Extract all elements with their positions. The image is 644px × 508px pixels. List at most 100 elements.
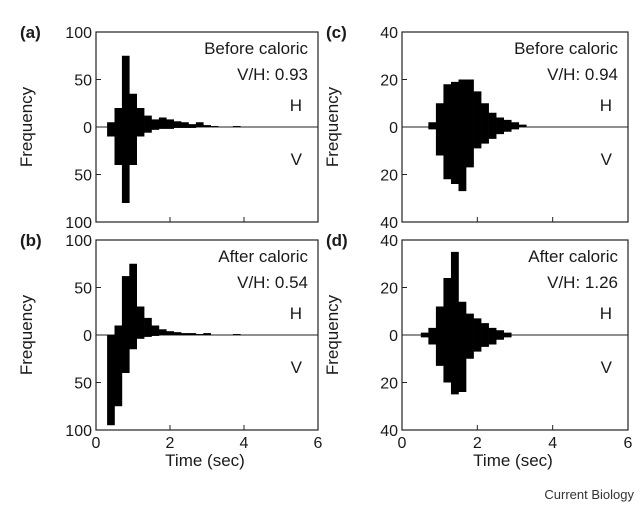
panel-c-bar-h xyxy=(458,79,467,127)
panel-d-bar-v xyxy=(503,335,512,338)
panel-a-v-label: V xyxy=(291,150,303,169)
panel-a-bar-h xyxy=(203,125,211,127)
panel-a-bar-v xyxy=(151,127,160,130)
panel-d-x-tick-label: 4 xyxy=(548,435,557,452)
panel-d-y-tick-label: 40 xyxy=(380,233,398,250)
panel-b-x-tick-label: 6 xyxy=(314,435,323,452)
panel-c-y-tick-label: 20 xyxy=(380,168,398,185)
panel-b-bar-h xyxy=(166,331,174,335)
panel-a-bar-v xyxy=(121,127,130,203)
panel-a-bar-h xyxy=(151,119,160,127)
panel-d-bar-v xyxy=(496,335,504,340)
panel-b-bar-h xyxy=(129,263,137,335)
panel-b-x-tick-label: 0 xyxy=(92,435,101,452)
panel-c-y-axis-label: Frequency xyxy=(323,86,342,167)
panel-d-bar-h xyxy=(428,327,437,335)
panel-b-bar-v xyxy=(114,335,123,407)
panel-c-v-label: V xyxy=(601,150,613,169)
panel-b-y-tick-label: 100 xyxy=(65,423,92,440)
panel-d-y-tick-label: 0 xyxy=(389,328,398,345)
panel-c-ratio-label: V/H: 0.94 xyxy=(547,65,618,84)
panel-d-y-tick-label: 40 xyxy=(380,423,398,440)
panel-a-bar-v xyxy=(173,127,182,128)
panel-b-bar-h xyxy=(158,329,167,335)
panel-b-condition-label: After caloric xyxy=(218,247,308,266)
panel-a-y-tick-label: 50 xyxy=(74,168,92,185)
credit-label: Current Biology xyxy=(544,487,634,502)
panel-d-v-label: V xyxy=(601,358,613,377)
panel-b-bar-h xyxy=(121,276,130,335)
panel-a-ratio-label: V/H: 0.93 xyxy=(237,65,308,84)
panel-c-bar-h xyxy=(435,103,444,127)
panel-d-x-tick-label: 0 xyxy=(398,435,407,452)
panel-d-y-axis-label: Frequency xyxy=(323,294,342,375)
panel-a-bar-v xyxy=(114,127,123,165)
panel-c-bar-v xyxy=(503,127,512,132)
panel-b-bar-v xyxy=(151,335,160,336)
panel-d-bar-h xyxy=(488,327,497,335)
panel-d-bar-h xyxy=(450,251,459,335)
panel-d-bar-h xyxy=(503,332,512,335)
panel-c-bar-h xyxy=(503,119,512,127)
panel-a-bar-v xyxy=(144,127,152,133)
panel-a-bar-h xyxy=(114,108,123,127)
panel-d-x-tick-label: 6 xyxy=(624,435,633,452)
panel-a-bar-v xyxy=(158,127,167,129)
panel-b-y-tick-label: 50 xyxy=(74,376,92,393)
panel-d-bar-v xyxy=(420,335,429,338)
panel-a-bar-h xyxy=(136,108,145,127)
panel-a-bar-h xyxy=(129,93,137,127)
panel-a-bar-v xyxy=(129,127,137,165)
panel-d-bar-h xyxy=(443,278,452,335)
panel-d-bar-h xyxy=(466,313,474,335)
panel-b-bar-h xyxy=(188,333,197,335)
panel-c-bar-h xyxy=(443,84,452,127)
panel-b-ratio-label: V/H: 0.54 xyxy=(237,273,308,292)
panel-d-bar-h xyxy=(481,323,489,335)
panel-a-condition-label: Before caloric xyxy=(204,39,308,58)
panel-b-x-axis-label: Time (sec) xyxy=(165,451,245,470)
panel-c-bar-v xyxy=(443,127,452,180)
panel-c-bar-v xyxy=(488,127,497,139)
panel-b-y-tick-label: 50 xyxy=(74,281,92,298)
panel-c-bar-h xyxy=(511,122,520,127)
panel-a-letter: (a) xyxy=(20,23,41,42)
panel-a-y-axis-label: Frequency xyxy=(17,86,36,167)
panel-b-bar-h xyxy=(136,306,145,335)
panel-b-letter: (b) xyxy=(20,231,42,250)
panel-c-bar-h xyxy=(450,81,459,127)
panel-d-bar-v xyxy=(466,335,474,359)
panel-d-condition-label: After caloric xyxy=(528,247,618,266)
panel-d-x-tick-label: 2 xyxy=(473,435,482,452)
panel-c-bar-h xyxy=(481,103,489,127)
panel-a-bar-h xyxy=(195,122,204,127)
panel-d-bar-v xyxy=(473,335,482,352)
panel-d-letter: (d) xyxy=(326,231,348,250)
panel-a-y-tick-label: 50 xyxy=(74,73,92,90)
panel-b-x-tick-label: 2 xyxy=(166,435,175,452)
panel-b-bar-v xyxy=(107,335,115,426)
panel-a-bar-h xyxy=(210,126,219,127)
panel-b-bar-v xyxy=(144,335,152,337)
panel-d-x-axis-label: Time (sec) xyxy=(473,451,553,470)
panel-c-bar-v xyxy=(473,127,482,149)
panel-c-bar-v xyxy=(481,127,489,144)
panel-a-bar-h xyxy=(144,115,152,127)
panel-c-bar-v xyxy=(428,127,437,130)
panel-d-bar-h xyxy=(473,318,482,335)
panel-d-y-tick-label: 20 xyxy=(380,281,398,298)
panel-b-v-label: V xyxy=(291,358,303,377)
panel-c-bar-h xyxy=(473,91,482,127)
panel-a-bar-h xyxy=(181,122,189,127)
panel-a-bar-h xyxy=(158,117,167,127)
panel-c-bar-h xyxy=(496,117,504,127)
panel-c-bar-v xyxy=(435,127,444,156)
panel-c-bar-v xyxy=(496,127,504,135)
panel-d-y-tick-label: 20 xyxy=(380,376,398,393)
panel-c-bar-v xyxy=(458,127,467,192)
panel-b-bar-v xyxy=(129,335,137,350)
panel-c-bar-v xyxy=(450,127,459,184)
panel-b-y-axis-label: Frequency xyxy=(17,294,36,375)
panel-d-bar-h xyxy=(496,330,504,335)
panel-c-y-tick-label: 20 xyxy=(380,73,398,90)
